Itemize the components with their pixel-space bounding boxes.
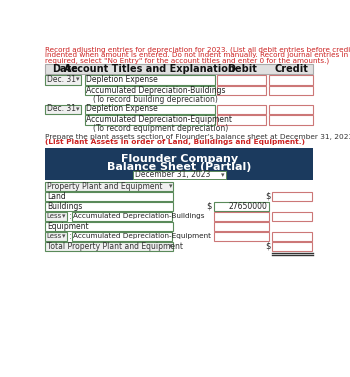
FancyBboxPatch shape (45, 148, 314, 180)
FancyBboxPatch shape (45, 232, 67, 241)
FancyBboxPatch shape (217, 104, 266, 114)
Text: ▾: ▾ (169, 183, 172, 189)
FancyBboxPatch shape (45, 242, 173, 251)
Text: Accumulated Depreciation-Buildings: Accumulated Depreciation-Buildings (86, 86, 226, 95)
FancyBboxPatch shape (45, 202, 173, 211)
FancyBboxPatch shape (45, 222, 173, 231)
FancyBboxPatch shape (85, 104, 215, 114)
Text: ▾: ▾ (76, 106, 80, 112)
Text: $: $ (265, 242, 271, 251)
Text: :: : (69, 232, 71, 241)
FancyBboxPatch shape (85, 75, 215, 84)
Text: Property Plant and Equipment: Property Plant and Equipment (47, 182, 162, 191)
Text: Equipment: Equipment (47, 222, 89, 231)
Text: (To record equipment depreciation): (To record equipment depreciation) (92, 124, 228, 133)
FancyBboxPatch shape (45, 75, 81, 84)
Text: Record adjusting entries for depreciation for 2023. (List all debit entries befo: Record adjusting entries for depreciatio… (45, 47, 350, 53)
Text: indented when amount is entered. Do not indent manually. Record journal entries : indented when amount is entered. Do not … (45, 52, 350, 58)
FancyBboxPatch shape (217, 115, 266, 124)
Text: Depletion Expense: Depletion Expense (86, 104, 158, 113)
Text: Total Property Plant and Equipment: Total Property Plant and Equipment (47, 242, 183, 251)
Text: Flounder Company: Flounder Company (121, 154, 238, 164)
FancyBboxPatch shape (214, 222, 268, 231)
Text: 27650000: 27650000 (228, 202, 267, 211)
Text: Less: Less (47, 233, 62, 239)
FancyBboxPatch shape (272, 192, 312, 201)
FancyBboxPatch shape (45, 64, 314, 74)
FancyBboxPatch shape (133, 171, 226, 179)
FancyBboxPatch shape (214, 202, 268, 211)
Text: $: $ (206, 202, 212, 211)
FancyBboxPatch shape (45, 192, 173, 201)
FancyBboxPatch shape (268, 86, 313, 95)
Text: ▾: ▾ (169, 243, 172, 249)
FancyBboxPatch shape (45, 104, 81, 114)
Text: December 31, 2023: December 31, 2023 (135, 170, 211, 179)
Text: Balance Sheet (Partial): Balance Sheet (Partial) (107, 161, 252, 172)
Text: required, select "No Entry" for the account titles and enter 0 for the amounts.): required, select "No Entry" for the acco… (45, 58, 329, 64)
Text: ▾: ▾ (62, 213, 66, 219)
Text: Debit: Debit (227, 64, 257, 74)
FancyBboxPatch shape (214, 212, 268, 221)
FancyBboxPatch shape (72, 212, 173, 221)
Text: :: : (69, 211, 71, 221)
FancyBboxPatch shape (272, 212, 312, 221)
FancyBboxPatch shape (268, 75, 313, 84)
Text: Less: Less (47, 213, 62, 219)
Text: Depletion Expense: Depletion Expense (86, 75, 158, 84)
Text: Dec. 31: Dec. 31 (47, 75, 76, 84)
FancyBboxPatch shape (268, 104, 313, 114)
Text: Accumulated Depreciation-Equipment: Accumulated Depreciation-Equipment (73, 233, 211, 239)
FancyBboxPatch shape (268, 115, 313, 124)
Text: Credit: Credit (274, 64, 308, 74)
Text: Buildings: Buildings (47, 202, 82, 211)
FancyBboxPatch shape (72, 232, 173, 241)
Text: ▾: ▾ (221, 172, 225, 178)
Text: (List Plant Assets in order of Land, Buildings and Equipment.): (List Plant Assets in order of Land, Bui… (45, 139, 305, 145)
Text: Accumulated Depreciation-Buildings: Accumulated Depreciation-Buildings (73, 213, 205, 219)
FancyBboxPatch shape (217, 86, 266, 95)
Text: Prepare the plant assets section of Flounder’s balance sheet at December 31, 202: Prepare the plant assets section of Flou… (45, 134, 350, 140)
Text: Land: Land (47, 192, 65, 201)
Text: ▾: ▾ (76, 77, 80, 83)
FancyBboxPatch shape (85, 86, 215, 95)
Text: (To record building depreciation): (To record building depreciation) (92, 95, 217, 104)
Text: Accumulated Depreciation-Equipment: Accumulated Depreciation-Equipment (86, 115, 232, 124)
Text: Account Titles and Explanation: Account Titles and Explanation (64, 64, 235, 74)
FancyBboxPatch shape (272, 242, 312, 251)
FancyBboxPatch shape (45, 212, 67, 221)
Text: ▾: ▾ (62, 233, 66, 239)
FancyBboxPatch shape (85, 115, 215, 124)
FancyBboxPatch shape (214, 232, 268, 241)
Text: Dec. 31: Dec. 31 (47, 104, 76, 113)
FancyBboxPatch shape (272, 232, 312, 241)
Text: $: $ (265, 192, 271, 201)
FancyBboxPatch shape (45, 182, 173, 191)
Text: Date: Date (52, 64, 78, 74)
FancyBboxPatch shape (217, 75, 266, 84)
